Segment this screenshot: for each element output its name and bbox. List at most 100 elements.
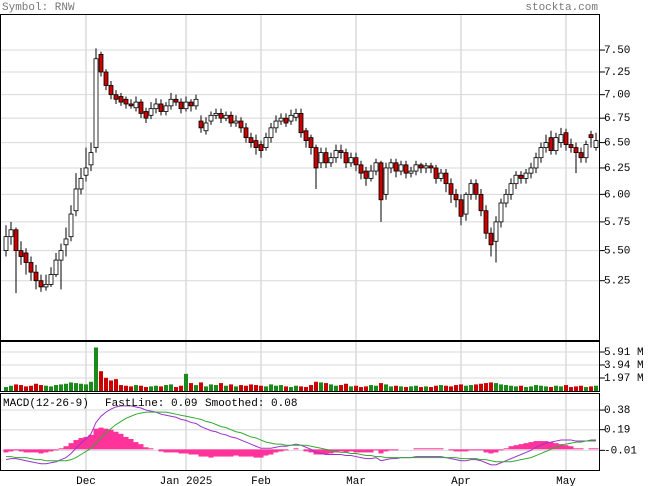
volume-bar [449,386,453,391]
candle-body [478,193,484,212]
histogram-bar [558,444,564,450]
volume-bar [329,384,333,391]
volume-bar [484,383,488,391]
candle-body [8,229,14,238]
volume-bar [419,387,423,391]
histogram-bar [243,449,249,457]
candle-body [98,53,104,73]
volume-bar [24,386,28,391]
volume-bar [529,386,533,391]
histogram-bar [448,449,454,451]
candle-body [593,140,599,148]
candle-body [58,250,64,261]
candle-body [433,167,439,179]
volume-bar [524,387,528,391]
candle-body [168,98,174,107]
volume-bar [464,385,468,391]
histogram-bar [323,449,329,455]
candle-body [383,167,389,195]
candle-body [573,147,579,154]
candle-body [513,174,519,185]
histogram-bar [253,449,259,458]
volume-bar [379,383,383,391]
candle-body [128,103,134,107]
volume-bar [559,386,563,391]
candle-body [308,137,314,148]
candle-body [398,164,404,172]
candle-body [288,114,294,122]
histogram-bar [553,443,559,450]
volume-bar [514,386,518,391]
volume-bar [14,384,18,391]
candle-body [473,183,479,195]
y-tick-label: 3.94 M [604,360,644,372]
candle-body [38,280,44,288]
y-tick-label: -0.01 [604,445,637,457]
volume-bar [74,383,78,391]
histogram-bar [458,449,464,452]
volume-bar [184,373,188,391]
candle-body [578,152,584,159]
histogram-bar [358,449,364,453]
histogram-bar [118,433,124,450]
y-tick-label: 6.25 [604,163,630,175]
histogram-bar [53,449,59,451]
volume-bar [234,386,238,391]
volume-bar [459,384,463,391]
volume-bar [424,386,428,391]
candle-body [483,210,489,234]
volume-bar [364,386,368,391]
volume-bar [354,385,358,391]
x-tick-label: Feb [251,476,271,486]
volume-bar [434,385,438,391]
volume-bar [509,385,513,391]
histogram-bar [3,449,9,453]
volume-bar [134,385,138,391]
volume-bar [334,385,338,391]
candle-body [83,167,89,176]
histogram-bar [38,449,44,454]
candle-body [583,144,589,159]
volume-bar [164,385,168,391]
volume-bar [564,385,568,391]
volume-bar [479,383,483,391]
histogram-bar [233,449,239,456]
histogram-bar [423,448,429,450]
histogram-bar [328,449,334,454]
histogram-bar [273,449,279,453]
macd-line [6,411,596,463]
symbol-title: Symbol: RNW [2,2,75,14]
histogram-bar [93,428,99,450]
candle-body [293,113,299,118]
volume-bar [59,384,63,391]
volume-bar [294,385,298,391]
y-tick-label: 0.38 [604,405,630,417]
volume-bar [179,385,183,391]
candle-body [53,259,59,275]
candle-body [463,193,469,215]
volume-bar [89,381,93,391]
volume-bar [469,385,473,391]
volume-bar [34,383,38,391]
histogram-bar [503,448,509,450]
volume-bar [64,383,68,391]
source-label: stockta.com [525,2,598,14]
histogram-bar [213,449,219,457]
volume-bar [154,385,158,391]
candle-body [423,165,429,169]
candle-body [223,114,229,119]
candle-body [358,164,364,174]
histogram-bar [513,445,519,450]
volume-bar [159,386,163,391]
histogram-bar [208,449,214,458]
volume-bar [269,384,273,391]
volume-bar [259,385,263,391]
histogram-bar [473,449,479,451]
volume-bar [384,384,388,391]
volume-bar [99,371,103,391]
candle-body [518,174,524,179]
histogram-bar [168,449,174,453]
histogram-bar [363,449,369,453]
candle-body [33,271,39,282]
volume-bar [229,384,233,391]
